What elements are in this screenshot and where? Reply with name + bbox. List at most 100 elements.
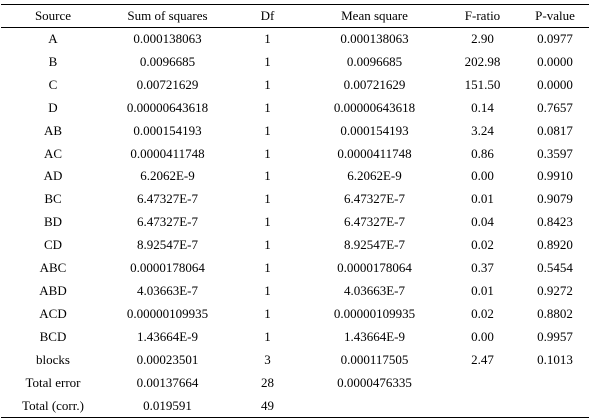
p-value-cell: 0.1013 <box>537 351 573 367</box>
table-row: AC 0.0000411748 1 0.0000411748 0.86 0.3597 <box>1 143 589 166</box>
sum-of-squares-cell: 0.00137664 <box>136 374 199 390</box>
mean-square-cell: 0.00000643618 <box>333 99 416 115</box>
df-cell: 1 <box>264 31 271 46</box>
df-cell: 28 <box>261 374 274 390</box>
table-row: BCD 1.43664E-9 1 1.43664E-9 0.00 0.9957 <box>1 326 589 349</box>
sum-of-squares-cell: 0.0000411748 <box>130 145 205 161</box>
p-value-cell: 0.7657 <box>537 99 573 115</box>
source-cell: AC <box>43 145 63 161</box>
source-cell: blocks <box>36 351 70 367</box>
p-value-cell: 0.3597 <box>537 145 573 161</box>
source-cell: C <box>48 76 58 92</box>
mean-square-cell: 6.47327E-7 <box>343 214 406 230</box>
mean-square-cell: 0.000117505 <box>340 351 409 367</box>
source-cell: AB <box>43 122 63 138</box>
sum-of-squares-cell: 0.000138063 <box>133 31 202 46</box>
mean-square-cell <box>305 394 444 418</box>
sum-of-squares-cell: 6.47327E-7 <box>136 214 199 230</box>
mean-square-cell: 0.0096685 <box>346 53 403 69</box>
table-row: BD 6.47327E-7 1 6.47327E-7 0.04 0.8423 <box>1 211 589 234</box>
df-cell: 1 <box>264 305 271 321</box>
table-row: D 0.00000643618 1 0.00000643618 0.14 0.7657 <box>1 97 589 120</box>
source-cell: ABD <box>39 282 67 298</box>
df-cell: 1 <box>264 122 271 138</box>
df-cell: 1 <box>264 99 271 115</box>
sum-of-squares-cell: 0.000154193 <box>133 122 202 138</box>
p-value-cell: 0.5454 <box>537 260 573 276</box>
f-ratio-cell: 0.00 <box>471 168 494 184</box>
f-ratio-cell: 0.02 <box>471 237 494 253</box>
source-cell: D <box>48 99 58 115</box>
p-value-cell: 0.9910 <box>537 168 573 184</box>
header-source: Source <box>34 8 72 23</box>
table-row: B 0.0096685 1 0.0096685 202.98 0.0000 <box>1 51 589 74</box>
source-cell: CD <box>43 237 63 253</box>
header-row: Source Sum of squares Df Mean square F-r… <box>1 5 589 28</box>
source-cell: AD <box>43 168 63 184</box>
f-ratio-cell <box>444 394 521 418</box>
sum-of-squares-cell: 0.00721629 <box>136 76 199 92</box>
f-ratio-cell <box>444 372 521 395</box>
mean-square-cell: 4.03663E-7 <box>343 282 406 298</box>
mean-square-cell: 1.43664E-9 <box>343 328 406 344</box>
df-cell: 1 <box>264 76 271 92</box>
f-ratio-cell: 3.24 <box>471 122 494 138</box>
table-row: ACD 0.00000109935 1 0.00000109935 0.02 0.8802 <box>1 303 589 326</box>
anova-table: Source Sum of squares Df Mean square F-r… <box>1 4 589 418</box>
df-cell: 1 <box>264 260 271 276</box>
p-value-cell <box>521 394 589 418</box>
source-cell: A <box>48 31 58 46</box>
mean-square-cell: 8.92547E-7 <box>343 237 406 253</box>
sum-of-squares-cell: 8.92547E-7 <box>136 237 199 253</box>
sum-of-squares-cell: 1.43664E-9 <box>136 328 199 344</box>
p-value-cell <box>521 372 589 395</box>
df-cell: 3 <box>264 351 271 367</box>
sum-of-squares-cell: 0.00000643618 <box>126 99 209 115</box>
table-row: A 0.000138063 1 0.000138063 2.90 0.0977 <box>1 28 589 51</box>
p-value-cell: 0.9079 <box>537 191 573 207</box>
table-row: CD 8.92547E-7 1 8.92547E-7 0.02 0.8920 <box>1 234 589 257</box>
sum-of-squares-cell: 4.03663E-7 <box>136 282 199 298</box>
sum-of-squares-cell: 0.0000178064 <box>130 260 205 276</box>
source-cell: ABC <box>39 260 67 276</box>
f-ratio-cell: 0.02 <box>471 305 494 321</box>
f-ratio-cell: 0.86 <box>471 145 494 161</box>
sum-of-squares-cell: 6.2062E-9 <box>140 168 195 184</box>
df-cell: 49 <box>230 394 305 418</box>
source-cell: B <box>48 53 58 69</box>
df-cell: 1 <box>264 145 271 161</box>
mean-square-cell: 0.000154193 <box>340 122 409 138</box>
table-row: C 0.00721629 1 0.00721629 151.50 0.0000 <box>1 74 589 97</box>
df-cell: 1 <box>264 53 271 69</box>
sum-of-squares-cell: 6.47327E-7 <box>136 191 199 207</box>
sum-of-squares-cell: 0.00000109935 <box>126 305 209 321</box>
table-row: AB 0.000154193 1 0.000154193 3.24 0.0817 <box>1 120 589 143</box>
df-cell: 1 <box>264 214 271 230</box>
mean-square-cell: 0.0000178064 <box>337 260 412 276</box>
f-ratio-cell: 151.50 <box>464 76 501 92</box>
p-value-cell: 0.8920 <box>537 237 573 253</box>
p-value-cell: 0.8423 <box>537 214 573 230</box>
source-cell: ACD <box>39 305 67 321</box>
f-ratio-cell: 0.04 <box>471 214 494 230</box>
source-cell: BC <box>44 191 62 207</box>
f-ratio-cell: 202.98 <box>464 53 501 69</box>
sum-of-squares-cell: 0.00023501 <box>136 351 199 367</box>
sum-of-squares-cell: 0.0096685 <box>139 53 196 69</box>
df-cell: 1 <box>264 168 271 184</box>
source-cell: BCD <box>39 328 67 344</box>
p-value-cell: 0.9957 <box>537 328 573 344</box>
header-mean-square: Mean square <box>341 8 408 23</box>
mean-square-cell: 0.0000476335 <box>337 374 412 390</box>
mean-square-cell: 6.2062E-9 <box>347 168 402 184</box>
sum-of-squares-cell: 0.019591 <box>105 394 230 418</box>
mean-square-cell: 0.0000411748 <box>337 145 412 161</box>
df-cell: 1 <box>264 328 271 344</box>
source-cell: Total error <box>25 374 81 390</box>
source-cell: BD <box>43 214 63 230</box>
f-ratio-cell: 0.37 <box>471 260 494 276</box>
p-value-cell: 0.9272 <box>537 282 573 298</box>
df-cell: 1 <box>264 282 271 298</box>
f-ratio-cell: 0.14 <box>471 99 494 115</box>
